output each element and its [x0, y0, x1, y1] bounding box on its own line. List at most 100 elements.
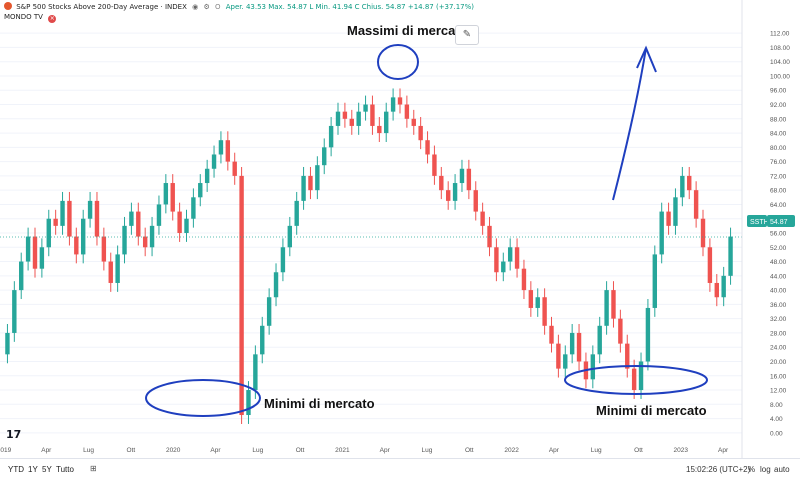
candle-body: [576, 332, 582, 362]
eye-icon[interactable]: ◉: [192, 3, 199, 11]
candle-body: [184, 218, 189, 233]
candle-body: [239, 175, 244, 416]
symbol-title[interactable]: S&P 500 Stocks Above 200-Day Average · I…: [16, 3, 187, 11]
candle-body: [569, 332, 575, 355]
candle-body: [225, 140, 231, 162]
x-tick-label: 2022: [504, 447, 519, 454]
y-tick-label: 12.00: [770, 388, 787, 395]
candle-body: [287, 225, 293, 248]
y-tick-label: 80.00: [770, 145, 787, 152]
candle-body: [480, 211, 485, 226]
candle-body: [136, 211, 141, 237]
ohlc-label: O: [214, 3, 221, 11]
candle-body: [177, 211, 182, 233]
candle-body: [459, 168, 465, 184]
y-tick-label: 84.00: [770, 131, 787, 138]
x-tick-label: 2021: [335, 447, 350, 454]
close-icon[interactable]: ×: [48, 15, 57, 23]
y-tick-label: 44.00: [770, 273, 787, 280]
candle-body: [328, 125, 334, 148]
candle-body: [487, 225, 492, 248]
candle-body: [611, 290, 616, 319]
candle-body: [707, 247, 713, 283]
y-tick-label: 48.00: [770, 259, 787, 266]
candle-body: [280, 247, 286, 273]
gear-icon[interactable]: ⚙: [203, 3, 210, 11]
candle-body: [115, 254, 120, 283]
x-tick-label: 2023: [674, 447, 689, 454]
y-tick-label: 76.00: [770, 159, 787, 166]
candle-body: [218, 140, 224, 155]
candle-body: [501, 261, 506, 273]
candle-body: [404, 104, 410, 119]
annotation-bottom-left-label: Minimi di mercato: [264, 396, 375, 411]
candle-body: [528, 290, 534, 308]
calendar-range-icon[interactable]: ⊞: [90, 464, 97, 473]
candle-body: [266, 297, 272, 326]
candle-body: [652, 254, 658, 308]
candle-body: [556, 343, 561, 369]
x-tick-label: Ott: [634, 447, 643, 454]
y-tick-label: 92.00: [770, 102, 787, 109]
candle-body: [53, 218, 58, 226]
symbol-row: S&P 500 Stocks Above 200-Day Average · I…: [4, 2, 474, 11]
candle-body: [384, 111, 389, 134]
x-tick-label: Ott: [127, 447, 136, 454]
candle-body: [108, 261, 113, 283]
chart-header: S&P 500 Stocks Above 200-Day Average · I…: [0, 0, 740, 26]
candle-body: [356, 111, 361, 126]
x-tick-label: Apr: [41, 447, 52, 454]
candle-body: [563, 354, 568, 369]
candle-body: [80, 218, 86, 255]
candle-body: [349, 118, 354, 126]
candle-body: [12, 290, 17, 333]
y-tick-label: 4.00: [770, 416, 783, 423]
candle-body: [19, 261, 24, 291]
candle-body: [342, 111, 348, 119]
candle-body: [631, 368, 637, 391]
x-tick-label: Lug: [252, 447, 263, 454]
y-tick-label: 32.00: [770, 316, 787, 323]
candle-body: [425, 140, 430, 155]
candle-body: [549, 325, 554, 344]
pencil-icon[interactable]: ✎: [455, 25, 479, 45]
auto-toggle[interactable]: auto: [774, 465, 790, 474]
y-tick-label: 16.00: [770, 373, 787, 380]
candle-body: [322, 147, 327, 166]
price-chart[interactable]: 0.00 4.00 8.00 12.00 16.00 20.00 24.00 28.00 32.…: [0, 0, 800, 458]
candle-body: [618, 318, 623, 344]
candle-body: [721, 275, 726, 298]
candle-body: [714, 282, 719, 298]
range-5y-button[interactable]: 5Y: [42, 465, 52, 474]
candle-body: [473, 190, 478, 212]
log-toggle[interactable]: log: [760, 465, 771, 474]
candle-body: [625, 343, 630, 369]
candle-body: [5, 332, 10, 355]
candle-body: [590, 354, 596, 380]
y-tick-label: 8.00: [770, 402, 783, 409]
bottom-left-circle: [145, 379, 261, 417]
range-ytd-button[interactable]: YTD: [8, 465, 24, 474]
bottom-right-circle: [564, 365, 708, 395]
candle-body: [645, 307, 651, 362]
percent-toggle[interactable]: %: [748, 465, 756, 474]
candle-body: [315, 165, 320, 191]
candle-body: [507, 247, 513, 262]
y-tick-label: 96.00: [770, 88, 787, 95]
y-tick-label: 24.00: [770, 345, 787, 352]
candle-body: [253, 354, 258, 391]
clock[interactable]: 15:02:26 (UTC+2): [686, 465, 751, 474]
svg-text:54.87: 54.87: [770, 219, 788, 226]
x-tick-label: Lug: [422, 447, 433, 454]
annotations: Massimi di mercato Minimi di mercato Min…: [145, 23, 708, 418]
candle-body: [74, 236, 79, 255]
candle-body: [46, 218, 51, 248]
range-all-button[interactable]: Tutto: [56, 465, 74, 474]
range-1y-button[interactable]: 1Y: [28, 465, 38, 474]
candle-body: [294, 200, 299, 226]
candle-body: [397, 97, 403, 105]
candle-body: [411, 118, 416, 126]
y-tick-label: 108.00: [770, 45, 790, 52]
candle-body: [198, 183, 203, 198]
candle-body: [335, 111, 341, 126]
